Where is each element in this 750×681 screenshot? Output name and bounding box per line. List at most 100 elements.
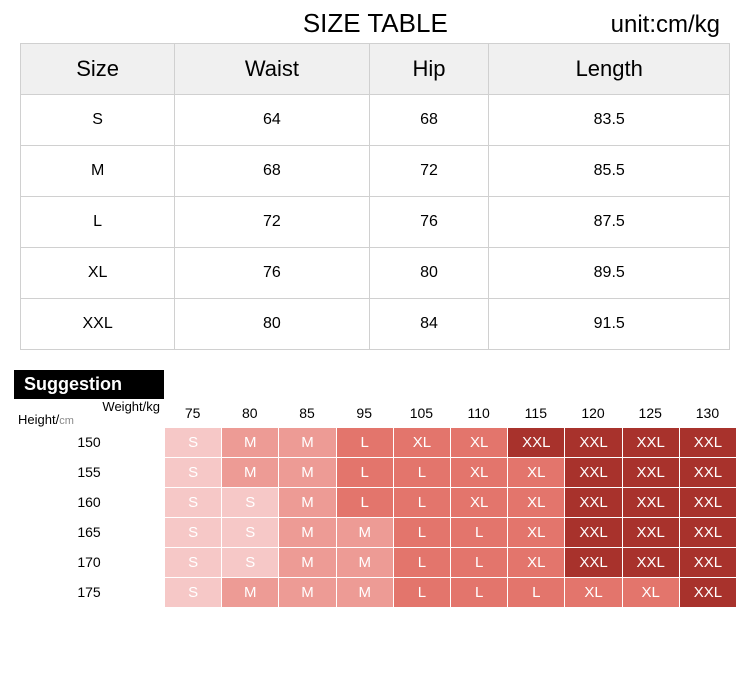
size-suggestion-cell: S xyxy=(164,548,221,577)
size-suggestion-cell: L xyxy=(450,578,507,607)
size-suggestion-cell: M xyxy=(221,428,278,457)
col-waist: Waist xyxy=(175,44,369,95)
suggestion-row: 155SMMLLXLXLXXLXXLXXL xyxy=(14,457,736,487)
size-suggestion-cell: XXL xyxy=(564,458,621,487)
table-cell: XXL xyxy=(21,299,175,350)
weight-axis-label: Weight/kg xyxy=(102,399,160,414)
weight-header-cell: 115 xyxy=(507,399,564,427)
table-row: S646883.5 xyxy=(21,95,730,146)
size-table: Size Waist Hip Length S646883.5M687285.5… xyxy=(20,43,730,350)
suggestion-section: Suggestion Weight/kg Height/cm 758085951… xyxy=(14,370,736,607)
unit-label: unit:cm/kg xyxy=(611,11,730,39)
size-suggestion-cell: S xyxy=(221,518,278,547)
size-suggestion-cell: L xyxy=(393,518,450,547)
size-suggestion-cell: L xyxy=(336,458,393,487)
size-suggestion-cell: XXL xyxy=(679,428,736,457)
weight-header-cell: 110 xyxy=(450,399,507,427)
table-cell: 64 xyxy=(175,95,369,146)
size-suggestion-cell: XXL xyxy=(679,548,736,577)
weight-header-cell: 120 xyxy=(564,399,621,427)
table-cell: 72 xyxy=(369,146,489,197)
suggestion-row: 150SMMLXLXLXXLXXLXXLXXL xyxy=(14,427,736,457)
table-cell: 89.5 xyxy=(489,248,730,299)
size-suggestion-cell: XXL xyxy=(622,548,679,577)
weight-header-cell: 80 xyxy=(221,399,278,427)
size-suggestion-cell: M xyxy=(336,548,393,577)
size-suggestion-cell: XL xyxy=(564,578,621,607)
size-suggestion-cell: S xyxy=(164,578,221,607)
size-suggestion-cell: L xyxy=(336,428,393,457)
table-row: XL768089.5 xyxy=(21,248,730,299)
page-container: SIZE TABLE unit:cm/kg Size Waist Hip Len… xyxy=(0,0,750,607)
size-suggestion-cell: S xyxy=(164,428,221,457)
size-suggestion-cell: L xyxy=(393,548,450,577)
size-suggestion-cell: XXL xyxy=(564,548,621,577)
size-suggestion-cell: XXL xyxy=(679,518,736,547)
size-suggestion-cell: L xyxy=(393,458,450,487)
col-length: Length xyxy=(489,44,730,95)
size-suggestion-cell: XXL xyxy=(679,458,736,487)
height-cell: 155 xyxy=(14,458,164,487)
size-suggestion-cell: XXL xyxy=(679,488,736,517)
col-hip: Hip xyxy=(369,44,489,95)
size-suggestion-cell: XL xyxy=(450,488,507,517)
suggestion-grid: 150SMMLXLXLXXLXXLXXLXXL155SMMLLXLXLXXLXX… xyxy=(14,427,736,607)
size-suggestion-cell: S xyxy=(164,488,221,517)
title-row: SIZE TABLE unit:cm/kg xyxy=(0,0,750,43)
size-suggestion-cell: XXL xyxy=(679,578,736,607)
col-size: Size xyxy=(21,44,175,95)
size-suggestion-cell: XXL xyxy=(622,428,679,457)
weight-header-cell: 75 xyxy=(164,399,221,427)
table-cell: 80 xyxy=(369,248,489,299)
size-suggestion-cell: S xyxy=(221,488,278,517)
size-suggestion-cell: L xyxy=(507,578,564,607)
size-suggestion-cell: XL xyxy=(507,548,564,577)
weight-header-cell: 85 xyxy=(278,399,335,427)
table-row: M687285.5 xyxy=(21,146,730,197)
size-suggestion-cell: XXL xyxy=(564,518,621,547)
size-suggestion-cell: L xyxy=(450,548,507,577)
table-cell: 83.5 xyxy=(489,95,730,146)
weight-header-cell: 95 xyxy=(336,399,393,427)
table-cell: 76 xyxy=(175,248,369,299)
size-suggestion-cell: XL xyxy=(450,458,507,487)
size-suggestion-cell: M xyxy=(221,458,278,487)
table-cell: M xyxy=(21,146,175,197)
size-suggestion-cell: M xyxy=(336,518,393,547)
table-cell: 68 xyxy=(175,146,369,197)
suggestion-row: 170SSMMLLXLXXLXXLXXL xyxy=(14,547,736,577)
size-table-header-row: Size Waist Hip Length xyxy=(21,44,730,95)
suggestion-row: 175SMMMLLLXLXLXXL xyxy=(14,577,736,607)
table-cell: L xyxy=(21,197,175,248)
table-cell: 85.5 xyxy=(489,146,730,197)
table-cell: 80 xyxy=(175,299,369,350)
weight-header-cell: 105 xyxy=(393,399,450,427)
table-cell: 72 xyxy=(175,197,369,248)
size-suggestion-cell: XXL xyxy=(507,428,564,457)
size-suggestion-cell: XL xyxy=(622,578,679,607)
size-suggestion-cell: S xyxy=(164,518,221,547)
size-suggestion-cell: XXL xyxy=(622,488,679,517)
table-cell: S xyxy=(21,95,175,146)
height-cell: 165 xyxy=(14,518,164,547)
size-suggestion-cell: XXL xyxy=(564,488,621,517)
size-suggestion-cell: XL xyxy=(507,488,564,517)
size-suggestion-cell: L xyxy=(450,518,507,547)
size-suggestion-cell: L xyxy=(336,488,393,517)
size-suggestion-cell: M xyxy=(278,518,335,547)
size-suggestion-cell: XXL xyxy=(622,518,679,547)
table-cell: 68 xyxy=(369,95,489,146)
table-cell: 87.5 xyxy=(489,197,730,248)
size-suggestion-cell: XL xyxy=(507,518,564,547)
size-suggestion-cell: M xyxy=(221,578,278,607)
size-suggestion-cell: S xyxy=(164,458,221,487)
size-suggestion-cell: M xyxy=(278,428,335,457)
table-cell: 91.5 xyxy=(489,299,730,350)
size-table-body: S646883.5M687285.5L727687.5XL768089.5XXL… xyxy=(21,95,730,350)
size-suggestion-cell: M xyxy=(278,458,335,487)
size-suggestion-cell: M xyxy=(278,488,335,517)
table-cell: XL xyxy=(21,248,175,299)
size-suggestion-cell: XL xyxy=(507,458,564,487)
axis-labels: Weight/kg Height/cm xyxy=(14,399,164,427)
suggestion-axis-row: Weight/kg Height/cm 75808595105110115120… xyxy=(14,399,736,427)
